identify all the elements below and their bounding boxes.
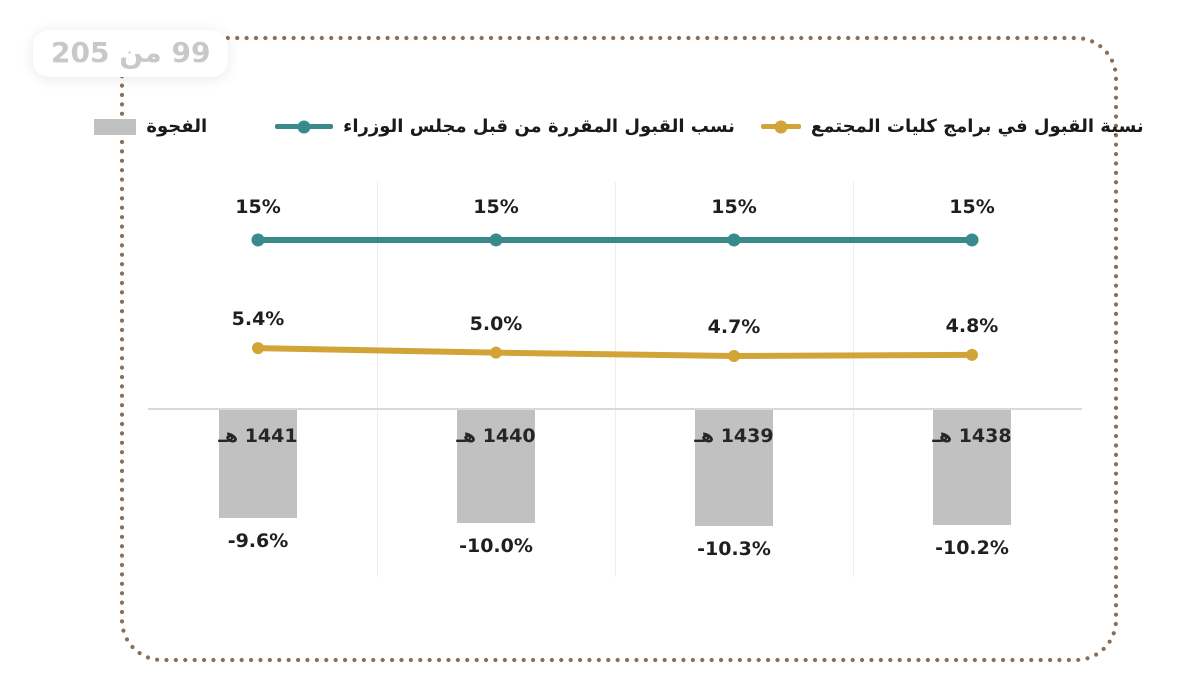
- x-axis-line: [148, 408, 1082, 410]
- community-value-label: 4.7%: [707, 316, 761, 339]
- ministers-value-label: 15%: [473, 195, 519, 218]
- gap-value-label: -9.6%: [227, 530, 289, 553]
- legend-label-community: نسبة القبول في برامج كليات المجتمع: [810, 116, 1144, 137]
- community-point: [490, 346, 502, 359]
- ministers-point: [489, 233, 503, 247]
- ministers-point: [727, 233, 741, 247]
- page-indicator: 99 من 205: [33, 30, 229, 77]
- legend-item-ministers: نسب القبول المقررة من قبل مجلس الوزراء: [275, 116, 735, 137]
- gap-bar: [695, 410, 773, 527]
- gap-swatch: [94, 118, 137, 135]
- ministers-value-label: 15%: [235, 195, 281, 218]
- community-value-label: 4.8%: [945, 314, 999, 337]
- category-label: 1438 هـ: [932, 425, 1012, 447]
- gap-value-label: -10.2%: [935, 536, 1009, 559]
- community-value-label: 5.0%: [469, 312, 523, 335]
- gridline: [377, 182, 378, 577]
- gap-bar: [219, 410, 297, 519]
- dotted-frame-rect: [119, 35, 1119, 663]
- category-label: 1440 هـ: [456, 425, 536, 447]
- gap-bar: [457, 410, 535, 523]
- category-label: 1441 هـ: [218, 425, 298, 447]
- gap-value-label: -10.3%: [697, 538, 771, 561]
- community-line-marker: [760, 120, 801, 133]
- ministers-point: [965, 233, 979, 247]
- legend-label-ministers: نسب القبول المقررة من قبل مجلس الوزراء: [343, 116, 735, 137]
- community-point: [966, 348, 978, 361]
- legend-label-gap: الفجوة: [146, 116, 208, 137]
- community-value-label: 5.4%: [231, 308, 285, 331]
- community-point: [252, 342, 264, 355]
- category-label: 1439 هـ: [694, 425, 774, 447]
- gridline: [853, 182, 854, 577]
- ministers-point: [251, 233, 265, 247]
- legend-item-gap: الفجوة: [94, 116, 207, 137]
- legend-item-community: نسبة القبول في برامج كليات المجتمع: [760, 116, 1144, 137]
- community-point: [728, 350, 740, 363]
- gridline: [615, 182, 616, 577]
- gap-value-label: -10.0%: [459, 534, 533, 557]
- ministers-value-label: 15%: [711, 195, 757, 218]
- gap-bar: [933, 410, 1011, 525]
- ministers-value-label: 15%: [949, 195, 995, 218]
- ministers-line-marker: [275, 120, 334, 133]
- chart-legend: الفجوة نسب القبول المقررة من قبل مجلس ال…: [94, 116, 1144, 137]
